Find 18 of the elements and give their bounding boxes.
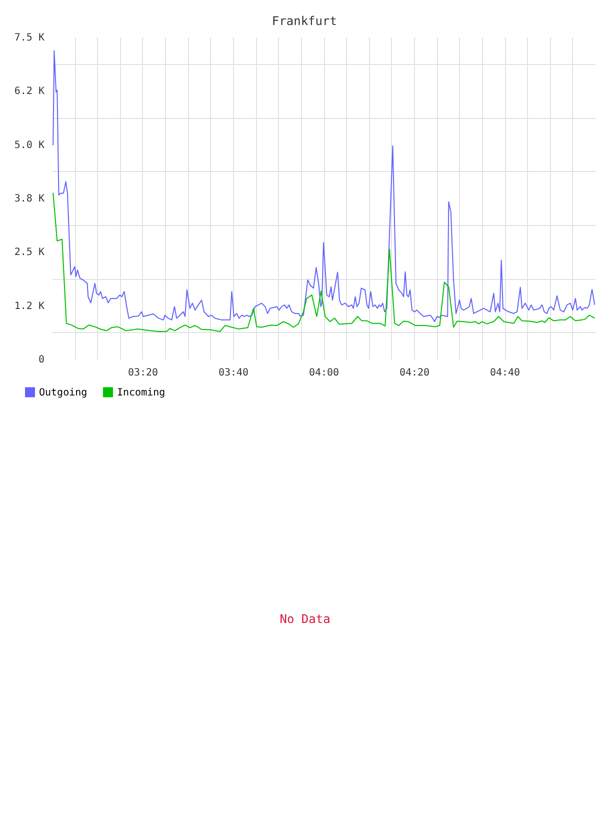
line-series: [52, 192, 595, 332]
x-tick-label: 04:00: [308, 368, 340, 378]
x-tick-label: 03:40: [218, 368, 249, 378]
y-tick-label: 6.2 K: [14, 86, 44, 98]
y-tick-label: 0: [38, 354, 44, 366]
x-tick-label: 04:20: [399, 368, 430, 378]
line-series: [52, 50, 595, 322]
x-tick-label: 04:40: [490, 368, 520, 378]
chart-title: Frankfurt: [272, 14, 337, 28]
y-tick-label: 5.0 K: [14, 140, 44, 151]
legend-label: Incoming: [117, 387, 166, 398]
y-tick-label: 7.5 K: [14, 32, 44, 44]
y-tick-label: 2.5 K: [14, 247, 44, 258]
y-tick-label: 3.8 K: [14, 194, 44, 204]
x-tick-label: 03:20: [128, 368, 158, 378]
legend-label: Outgoing: [39, 387, 88, 398]
text: No Data: [280, 612, 330, 626]
y-tick-label: 1.2 K: [14, 300, 44, 312]
